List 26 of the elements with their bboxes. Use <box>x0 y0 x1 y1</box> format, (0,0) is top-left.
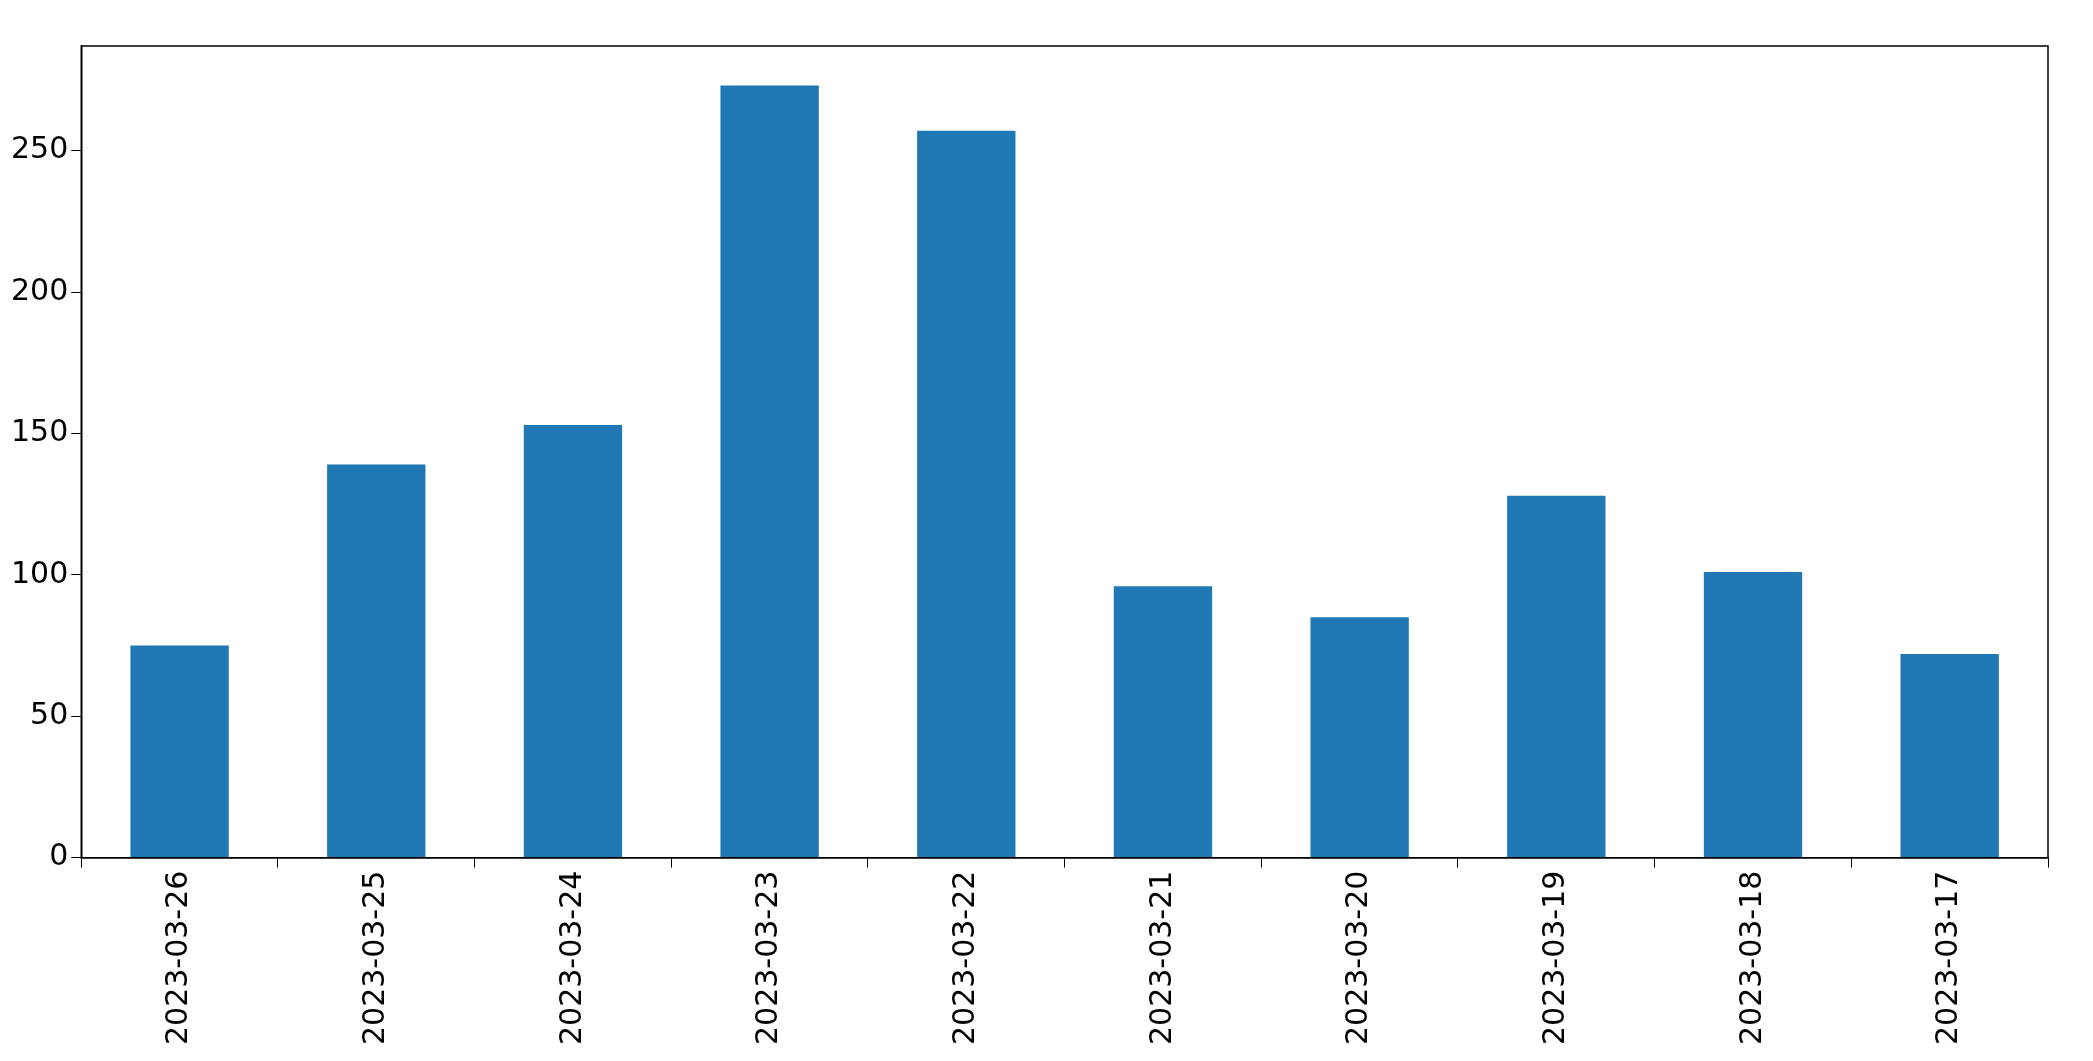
y-tick-label: 50 <box>30 696 69 732</box>
x-tick-label: 2023-03-20 <box>1339 870 1375 1046</box>
x-tick-label: 2023-03-17 <box>1929 870 1965 1046</box>
bar <box>327 464 426 858</box>
y-tick-label: 100 <box>11 554 69 590</box>
x-tick-label: 2023-03-19 <box>1536 870 1572 1046</box>
bar <box>1310 617 1409 858</box>
x-tick-label: 2023-03-25 <box>356 870 392 1046</box>
bar <box>1507 495 1606 858</box>
y-tick-label: 200 <box>11 271 69 307</box>
x-tick-label: 2023-03-21 <box>1142 870 1178 1046</box>
bar <box>917 130 1016 858</box>
y-tick-label: 0 <box>49 837 69 873</box>
bar <box>1113 586 1213 858</box>
x-tick-label: 2023-03-18 <box>1732 870 1768 1046</box>
y-tick-label: 250 <box>11 130 69 166</box>
bar <box>130 645 229 858</box>
bar <box>720 85 819 858</box>
bar <box>1900 654 1999 858</box>
bar <box>523 424 623 858</box>
x-tick-label: 2023-03-23 <box>749 870 785 1046</box>
y-tick-label: 150 <box>11 413 69 449</box>
x-tick-label: 2023-03-26 <box>159 870 195 1046</box>
x-tick-label: 2023-03-24 <box>552 870 588 1046</box>
x-tick-label: 2023-03-22 <box>946 870 982 1046</box>
bar <box>1703 572 1803 858</box>
